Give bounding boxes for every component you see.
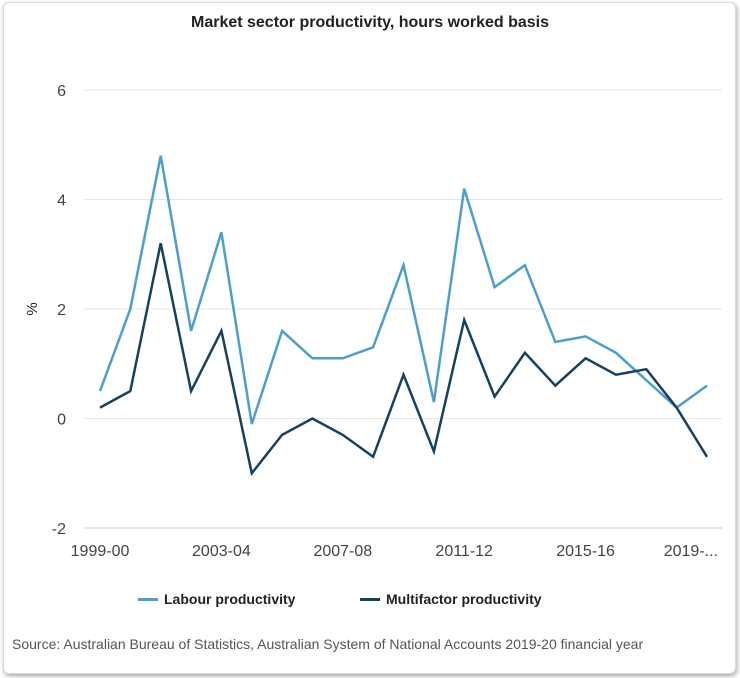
y-tick-label: -2 bbox=[52, 521, 66, 538]
source-note: Source: Australian Bureau of Statistics,… bbox=[12, 636, 644, 652]
legend-label-multifactor: Multifactor productivity bbox=[386, 591, 542, 607]
series-line-labour[interactable] bbox=[98, 155, 708, 425]
x-tick-label: 2015-16 bbox=[556, 543, 615, 560]
legend: Labour productivity Multifactor producti… bbox=[0, 591, 740, 613]
y-tick-label: 2 bbox=[57, 302, 66, 319]
chart-card bbox=[3, 2, 736, 674]
legend-swatch-labour bbox=[138, 597, 158, 601]
x-tick-label: 2007-08 bbox=[313, 543, 372, 560]
chart-title: Market sector productivity, hours worked… bbox=[190, 14, 550, 31]
legend-label-labour: Labour productivity bbox=[164, 591, 296, 607]
legend-swatch-multifactor bbox=[360, 597, 380, 601]
legend-item-multifactor[interactable]: Multifactor productivity bbox=[360, 591, 542, 607]
x-tick-label: 2019-... bbox=[664, 543, 718, 560]
y-axis-label: % bbox=[24, 302, 41, 315]
y-tick-label: 6 bbox=[57, 83, 66, 100]
x-tick-label: 2011-12 bbox=[435, 543, 493, 560]
legend-item-labour[interactable]: Labour productivity bbox=[138, 591, 295, 607]
y-tick-label: 4 bbox=[57, 193, 66, 210]
x-tick-label: 1999-00 bbox=[71, 543, 130, 560]
series-line-multifactor[interactable] bbox=[99, 243, 709, 477]
y-tick-label: 0 bbox=[57, 412, 66, 429]
x-tick-label: 2003-04 bbox=[192, 543, 251, 560]
